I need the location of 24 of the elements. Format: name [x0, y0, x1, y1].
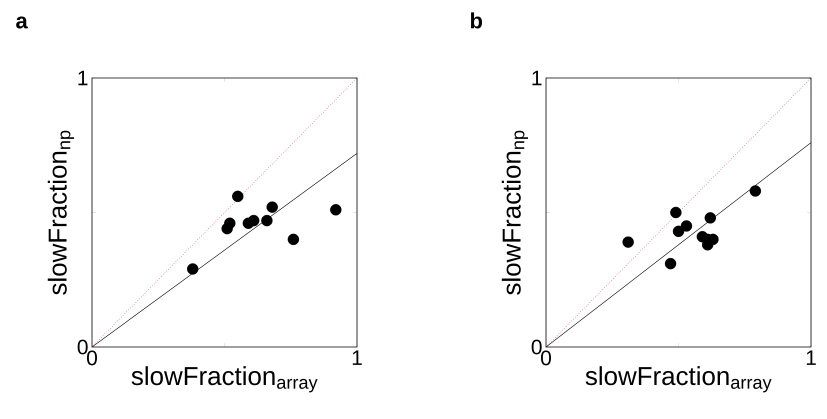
- y-axis-title: slowFraction$_{np}$: [48, 130, 74, 295]
- point: [261, 214, 273, 226]
- point: [248, 214, 260, 226]
- x-tick-label: 1: [352, 350, 362, 365]
- point: [750, 185, 762, 197]
- point: [288, 234, 300, 246]
- chart-title: b: [470, 12, 482, 29]
- x-tick-label: 0: [541, 350, 552, 366]
- point: [622, 236, 634, 248]
- point: [664, 258, 676, 270]
- point: [221, 222, 233, 234]
- point: [330, 204, 342, 216]
- point: [680, 220, 692, 232]
- point: [266, 201, 278, 213]
- point: [232, 190, 244, 202]
- chart-title: a: [16, 16, 28, 29]
- point: [704, 212, 716, 224]
- y-axis-title: slowFraction$_{np}$: [502, 130, 528, 295]
- x-axis-title: slowFraction$_{array}$: [132, 366, 318, 392]
- x-axis-title: slowFraction$_{array}$: [586, 366, 772, 392]
- point: [187, 263, 198, 275]
- point: [670, 206, 682, 218]
- x-tick-label: 1: [806, 350, 816, 365]
- point: [672, 226, 684, 238]
